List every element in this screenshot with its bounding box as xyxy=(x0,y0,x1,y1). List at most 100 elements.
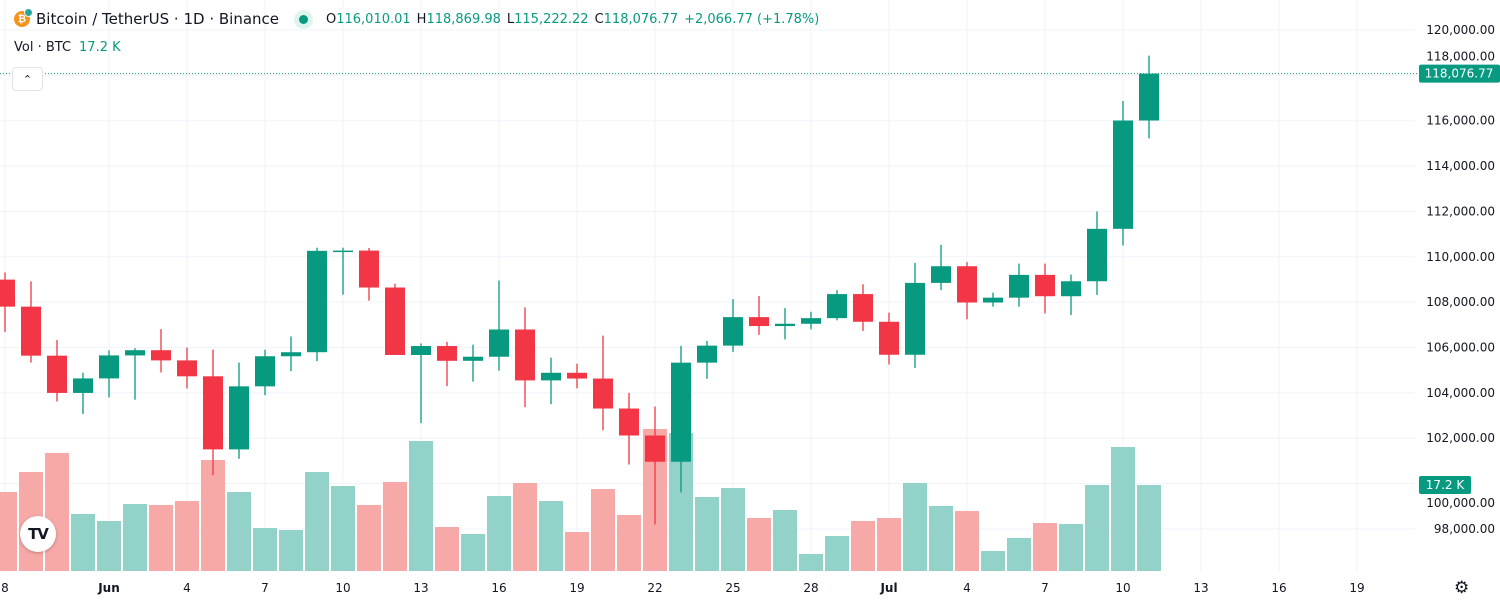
candle-body xyxy=(307,250,327,353)
y-tick-label: 102,000.00 xyxy=(1426,431,1495,445)
volume-bar xyxy=(617,515,641,571)
volume-bar xyxy=(487,496,511,571)
low-label: L xyxy=(506,11,515,27)
gear-icon[interactable]: ⚙ xyxy=(1454,578,1470,598)
symbol-title[interactable]: Bitcoin / TetherUS · 1D · Binance xyxy=(36,10,279,28)
x-tick-label: 4 xyxy=(183,581,191,595)
open-label: O xyxy=(326,11,337,27)
volume-value: 17.2 K xyxy=(79,40,121,55)
volume-bar xyxy=(981,551,1005,571)
candle-body xyxy=(255,356,275,387)
volume-bar xyxy=(383,482,407,571)
volume-bar xyxy=(565,532,589,571)
volume-bar xyxy=(539,501,563,571)
candle-body xyxy=(931,266,951,283)
volume-bar xyxy=(1033,523,1057,571)
candle-body xyxy=(619,408,639,436)
candle-body xyxy=(593,378,613,409)
volume-bar xyxy=(461,534,485,571)
volume-legend: Vol · BTC 17.2 K xyxy=(14,40,121,55)
candle-body xyxy=(385,287,405,355)
x-tick-label: 19 xyxy=(1349,581,1364,595)
candle-body xyxy=(489,329,509,357)
volume-bar xyxy=(903,483,927,571)
volume-bar xyxy=(1137,485,1161,571)
volume-bar xyxy=(71,514,95,571)
change-value: +2,066.77 (+1.78%) xyxy=(684,11,820,27)
volume-bar xyxy=(97,521,121,571)
y-tick-label: 112,000.00 xyxy=(1426,204,1495,218)
candle-body xyxy=(437,346,457,361)
volume-bar xyxy=(591,489,615,571)
candle-body xyxy=(229,386,249,450)
candle-body xyxy=(515,329,535,381)
candle-body xyxy=(1035,274,1055,297)
volume-bar xyxy=(747,518,771,571)
volume-bar xyxy=(695,497,719,571)
volume-bar xyxy=(305,472,329,571)
volume-bar xyxy=(357,505,381,571)
volume-label[interactable]: Vol · BTC xyxy=(14,40,72,55)
volume-bar xyxy=(955,511,979,571)
volume-bar xyxy=(1085,485,1109,571)
last-volume-label: 17.2 K xyxy=(1426,478,1466,492)
volume-bar xyxy=(279,530,303,571)
candle-body xyxy=(151,350,171,361)
volume-bar xyxy=(799,554,823,571)
candle-body xyxy=(957,266,977,303)
y-tick-label: 104,000.00 xyxy=(1426,386,1495,400)
x-tick-label: 16 xyxy=(1271,581,1286,595)
candle-body xyxy=(359,250,379,288)
x-tick-label: 13 xyxy=(1193,581,1208,595)
ohlc-values: O116,010.01 H118,869.98 L115,222.22 C118… xyxy=(326,12,819,27)
volume-bar xyxy=(45,453,69,571)
volume-bar xyxy=(227,492,251,571)
volume-bar xyxy=(513,483,537,571)
close-value: 118,076.77 xyxy=(603,11,679,27)
candle-body xyxy=(853,294,873,322)
open-value: 116,010.01 xyxy=(336,11,411,27)
volume-bar xyxy=(1007,538,1031,571)
volume-bar xyxy=(877,518,901,571)
candle-body xyxy=(333,250,353,253)
volume-bar xyxy=(331,486,355,571)
volume-bar xyxy=(929,506,953,571)
y-tick-label: 116,000.00 xyxy=(1426,114,1495,128)
x-tick-label: 19 xyxy=(569,581,584,595)
volume-bar xyxy=(825,536,849,571)
candle-body xyxy=(281,352,301,357)
candle-body xyxy=(1113,120,1133,229)
chevron-up-icon: ⌃ xyxy=(22,72,33,86)
candle-body xyxy=(905,282,925,355)
symbol-legend: ₿ Bitcoin / TetherUS · 1D · Binance O116… xyxy=(14,8,819,28)
low-value: 115,222.22 xyxy=(514,11,589,27)
volume-bar xyxy=(721,488,745,571)
volume-bar xyxy=(175,501,199,571)
x-tick-label: Jun xyxy=(97,581,120,595)
high-value: 118,869.98 xyxy=(426,11,501,27)
candle-body xyxy=(0,279,15,307)
candle-body xyxy=(749,317,769,327)
volume-bar xyxy=(409,441,433,571)
tradingview-logo[interactable]: TV xyxy=(20,516,56,552)
x-tick-label: 10 xyxy=(1115,581,1130,595)
volume-bar xyxy=(123,504,147,571)
candle-body xyxy=(671,362,691,462)
y-tick-label: 120,000.00 xyxy=(1426,23,1495,37)
candle-body xyxy=(47,355,67,393)
x-tick-label: 25 xyxy=(725,581,740,595)
candle-body xyxy=(73,378,93,393)
candle-body xyxy=(541,372,561,381)
x-tick-label: 28 xyxy=(803,581,818,595)
last-price-label: 118,076.77 xyxy=(1425,67,1494,81)
volume-bar xyxy=(0,492,17,571)
volume-bar xyxy=(149,505,173,571)
collapse-legend-button[interactable]: ⌃ xyxy=(12,67,43,91)
volume-bar xyxy=(253,528,277,571)
y-tick-label: 114,000.00 xyxy=(1426,159,1495,173)
market-status-icon[interactable] xyxy=(299,14,308,24)
candle-body xyxy=(125,350,145,356)
x-tick-label: 4 xyxy=(963,581,971,595)
volume-bar xyxy=(1059,524,1083,571)
